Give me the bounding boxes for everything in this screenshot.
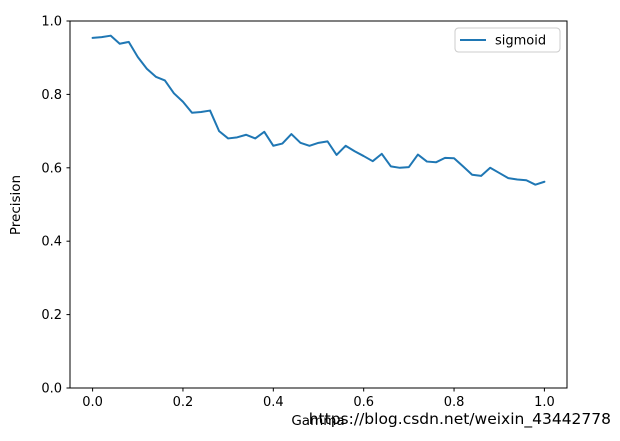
y-tick-label: 0.0	[41, 382, 62, 397]
plot-border	[69, 20, 568, 389]
x-axis-label: Gamma	[291, 413, 344, 429]
x-tick-label: 0.4	[263, 395, 284, 410]
x-tick-label: 1.0	[534, 395, 555, 410]
watermark: https://blog.csdn.net/weixin_43442778	[309, 410, 611, 429]
x-tick-label: 0.8	[444, 395, 465, 410]
plot-area: 0.0 0.2 0.4 0.6 0.8 1.0 0.0 0.2 0.4 0.6 0.8 1.0	[41, 15, 568, 410]
y-tick-label: 0.6	[41, 161, 62, 176]
y-tick-label: 0.2	[41, 308, 62, 323]
sigmoid-line	[91, 34, 546, 186]
y-tick-label: 1.0	[41, 15, 62, 30]
legend-label: sigmoid	[495, 34, 546, 49]
legend-box	[454, 27, 561, 53]
x-tick-label: 0.2	[173, 395, 194, 410]
x-tick-label: 0.0	[82, 395, 103, 410]
legend: sigmoid	[454, 27, 561, 53]
x-tick-label: 0.6	[353, 395, 374, 410]
y-axis-label: Precision	[8, 175, 24, 235]
y-tick-label: 0.4	[41, 235, 62, 250]
y-tick-label: 0.8	[41, 88, 62, 103]
